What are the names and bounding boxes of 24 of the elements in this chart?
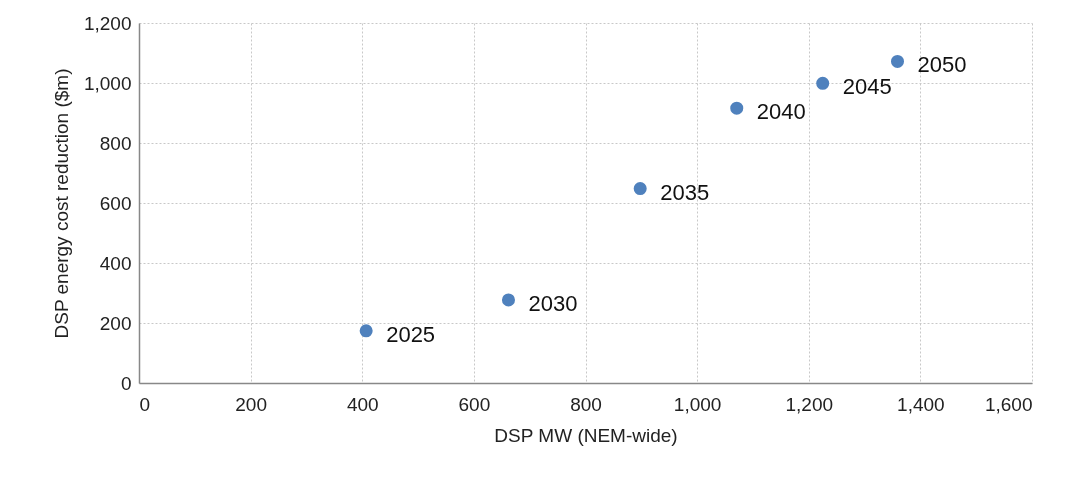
y-tick-label: 1,200 <box>83 12 132 34</box>
y-tick-label: 600 <box>99 192 132 214</box>
x-tick-label: 1,200 <box>785 393 834 415</box>
annotation: 2030 <box>528 290 578 316</box>
y-tick-label: 0 <box>120 372 132 394</box>
x-tick-label: 600 <box>458 393 491 415</box>
x-tick-label: 400 <box>346 393 379 415</box>
x-tick-label: 800 <box>570 393 602 415</box>
x-tick-label: 1,600 <box>984 393 1033 415</box>
x-tick-label: 1,400 <box>897 393 945 415</box>
x-tick-label: 200 <box>235 393 267 415</box>
y-tick-label: 400 <box>99 252 132 274</box>
x-axis-title: DSP MW (NEM-wide) <box>494 424 678 446</box>
annotation: 2035 <box>660 179 710 205</box>
x-tick-label: 1,000 <box>673 393 722 415</box>
annotation: 2045 <box>842 74 892 100</box>
y-axis-title: DSP energy cost reduction ($m) <box>50 68 72 339</box>
y-tick-label: 800 <box>99 132 132 154</box>
annotation: 2050 <box>917 52 967 78</box>
x-tick-label: 0 <box>139 393 151 415</box>
y-tick-label: 200 <box>99 312 132 334</box>
y-tick-label: 1,000 <box>83 72 132 94</box>
annotation: 2025 <box>386 321 436 347</box>
annotation: 2040 <box>756 99 806 125</box>
